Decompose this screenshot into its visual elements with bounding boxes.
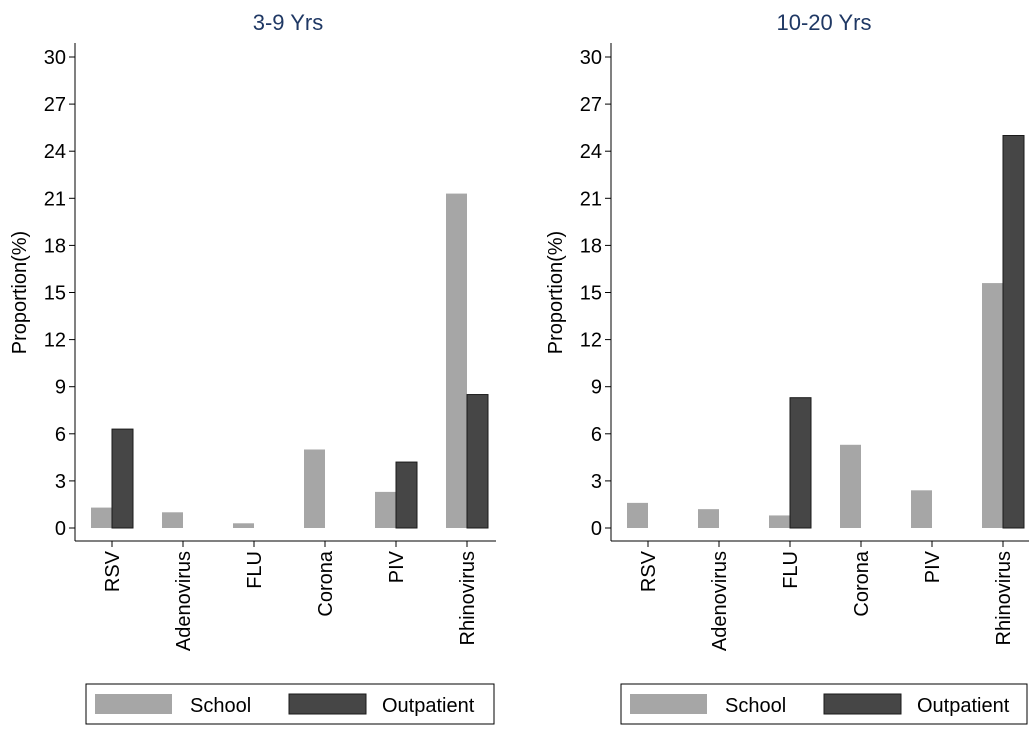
legend-label-school: School — [725, 695, 786, 717]
y-tick-label: 3 — [591, 471, 602, 493]
legend-label-outpatient: Outpatient — [382, 695, 475, 717]
x-tick-label: FLU — [244, 551, 266, 589]
bar-school-rhinovirus — [982, 283, 1003, 528]
y-tick-label: 3 — [55, 471, 66, 493]
panel-title: 3-9 Yrs — [253, 10, 324, 35]
y-tick-label: 0 — [591, 518, 602, 540]
legend-swatch-outpatient — [823, 693, 902, 715]
y-tick-label: 6 — [591, 424, 602, 446]
bar-school-rsv — [91, 507, 112, 528]
legend-swatch-school — [630, 694, 707, 714]
x-tick-label: Rhinovirus — [993, 551, 1015, 645]
y-tick-label: 9 — [591, 377, 602, 399]
bar-outpatient-piv — [395, 461, 418, 529]
y-tick-label: 15 — [580, 283, 602, 305]
y-axis-label: Proportion(%) — [545, 231, 567, 354]
bar-school-corona — [304, 449, 325, 528]
y-tick-label: 24 — [44, 141, 66, 163]
y-tick-label: 15 — [44, 283, 66, 305]
bar-school-corona — [840, 444, 861, 528]
bar-school-rhinovirus — [446, 193, 467, 528]
bar-school-piv — [375, 491, 396, 528]
x-tick-label: Rhinovirus — [457, 551, 479, 645]
bar-school-adenovirus — [162, 512, 183, 528]
y-axis-label: Proportion(%) — [9, 231, 31, 354]
y-tick-label: 21 — [580, 188, 602, 210]
panel-1: 3-9 Yrs Proportion(%) 0 3 6 9 12 15 18 21 24 27 30 RS… — [9, 10, 496, 725]
y-tick-label: 27 — [580, 94, 602, 116]
bar-outpatient-rhinovirus — [1002, 135, 1025, 529]
y-tick-label: 24 — [580, 141, 602, 163]
x-tick-label: PIV — [386, 550, 408, 583]
y-tick-label: 30 — [44, 47, 66, 69]
y-tick-label: 18 — [580, 235, 602, 257]
x-tick-label: RSV — [638, 550, 660, 592]
bar-school-adenovirus — [698, 509, 719, 528]
legend-swatch-school — [95, 694, 172, 714]
legend-label-school: School — [190, 695, 251, 717]
y-tick-label: 21 — [44, 188, 66, 210]
y-tick-label: 6 — [55, 424, 66, 446]
panel-title: 10-20 Yrs — [777, 10, 872, 35]
bar-outpatient-rsv — [111, 428, 134, 529]
bar-school-flu — [233, 523, 254, 528]
bar-outpatient-rhinovirus — [466, 394, 489, 529]
x-tick-label: PIV — [922, 550, 944, 583]
bar-school-piv — [911, 490, 932, 528]
bar-school-flu — [769, 515, 790, 528]
legend-swatch-outpatient — [288, 693, 367, 715]
x-tick-label: Adenovirus — [173, 551, 195, 651]
x-tick-label: FLU — [780, 551, 802, 589]
legend: School Outpatient — [85, 683, 495, 725]
y-tick-label: 9 — [55, 377, 66, 399]
y-tick-label: 0 — [55, 518, 66, 540]
x-tick-label: Corona — [851, 550, 873, 616]
y-tick-label: 30 — [580, 47, 602, 69]
panel-2: 10-20 Yrs Proportion(%) 0 3 6 9 12 15 18 21 24 27 30… — [545, 10, 1029, 725]
legend-label-outpatient: Outpatient — [917, 695, 1010, 717]
x-tick-label: Corona — [315, 550, 337, 616]
x-tick-label: Adenovirus — [709, 551, 731, 651]
bar-outpatient-flu — [789, 397, 812, 529]
y-tick-label: 12 — [580, 330, 602, 352]
bar-school-rsv — [627, 502, 648, 528]
y-tick-label: 12 — [44, 330, 66, 352]
legend: School Outpatient — [620, 683, 1028, 725]
x-tick-label: RSV — [102, 550, 124, 592]
y-tick-label: 27 — [44, 94, 66, 116]
y-tick-label: 18 — [44, 235, 66, 257]
